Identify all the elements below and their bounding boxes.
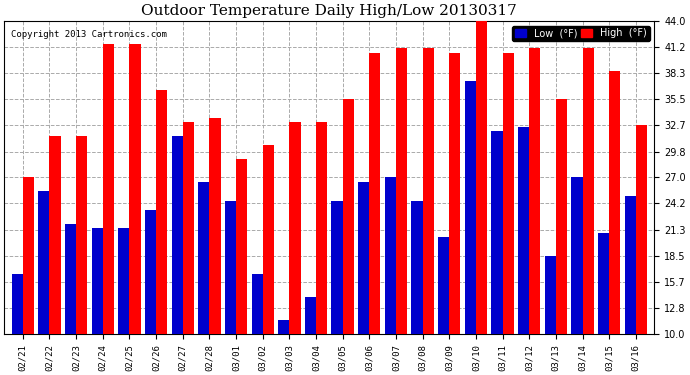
Bar <box>385 177 396 334</box>
Bar <box>118 228 130 334</box>
Title: Outdoor Temperature Daily High/Low 20130317: Outdoor Temperature Daily High/Low 20130… <box>141 4 518 18</box>
Bar <box>491 131 502 334</box>
Bar <box>411 201 422 334</box>
Bar <box>635 125 647 334</box>
Bar <box>145 210 156 334</box>
Bar <box>609 72 620 334</box>
Bar <box>209 117 221 334</box>
Bar <box>316 122 327 334</box>
Bar <box>172 136 183 334</box>
Bar <box>65 224 76 334</box>
Bar <box>183 122 194 334</box>
Bar <box>225 201 236 334</box>
Bar <box>529 48 540 334</box>
Bar <box>305 297 316 334</box>
Bar <box>598 233 609 334</box>
Bar <box>130 44 141 334</box>
Bar <box>556 99 567 334</box>
Bar <box>50 136 61 334</box>
Bar <box>624 196 635 334</box>
Bar <box>103 44 114 334</box>
Bar <box>23 177 34 334</box>
Bar <box>278 320 289 334</box>
Bar <box>544 256 556 334</box>
Bar <box>251 274 263 334</box>
Bar <box>236 159 247 334</box>
Bar <box>422 48 434 334</box>
Bar <box>476 16 487 334</box>
Legend: Low  (°F), High  (°F): Low (°F), High (°F) <box>512 26 649 41</box>
Bar <box>502 53 514 334</box>
Bar <box>38 191 50 334</box>
Bar <box>465 81 476 334</box>
Bar <box>12 274 23 334</box>
Bar <box>571 177 582 334</box>
Bar <box>263 145 274 334</box>
Bar <box>76 136 88 334</box>
Bar <box>518 127 529 334</box>
Bar <box>198 182 209 334</box>
Bar <box>343 99 354 334</box>
Bar <box>156 90 167 334</box>
Bar <box>369 53 380 334</box>
Bar <box>289 122 301 334</box>
Bar <box>582 48 593 334</box>
Bar <box>438 237 449 334</box>
Bar <box>358 182 369 334</box>
Text: Copyright 2013 Cartronics.com: Copyright 2013 Cartronics.com <box>10 30 166 39</box>
Bar <box>396 48 407 334</box>
Bar <box>92 228 103 334</box>
Bar <box>331 201 343 334</box>
Bar <box>449 53 460 334</box>
